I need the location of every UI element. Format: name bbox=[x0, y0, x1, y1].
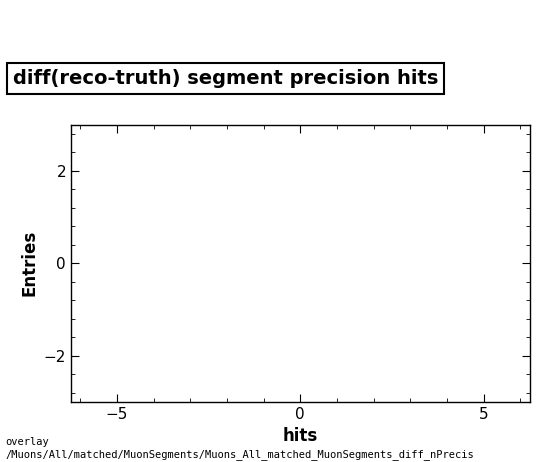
X-axis label: hits: hits bbox=[283, 427, 318, 445]
Y-axis label: Entries: Entries bbox=[20, 230, 38, 297]
Text: diff(reco-truth) segment precision hits: diff(reco-truth) segment precision hits bbox=[13, 69, 438, 88]
Text: overlay
/Muons/All/matched/MuonSegments/Muons_All_matched_MuonSegments_diff_nPre: overlay /Muons/All/matched/MuonSegments/… bbox=[5, 437, 474, 460]
